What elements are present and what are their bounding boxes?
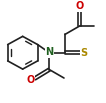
Text: O: O (76, 1, 84, 11)
Text: O: O (27, 75, 35, 85)
Text: S: S (80, 48, 87, 58)
Text: N: N (45, 47, 53, 57)
